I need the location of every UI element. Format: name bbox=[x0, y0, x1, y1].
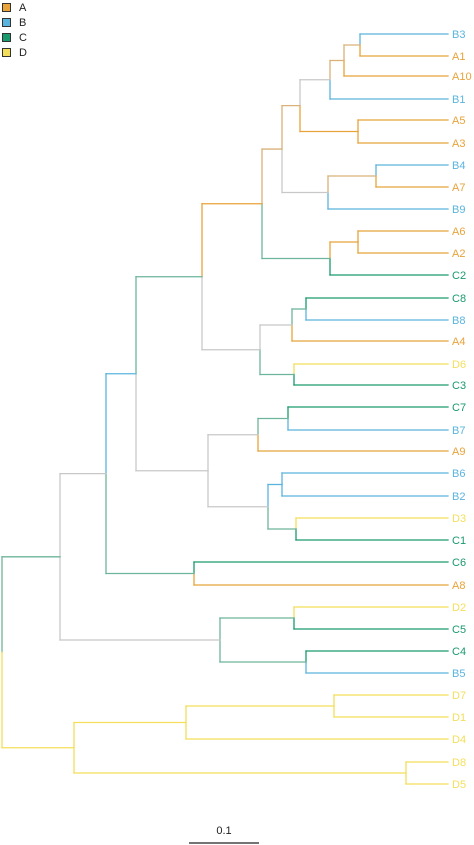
leaf-label-c6: C6 bbox=[452, 557, 466, 569]
legend-item-d: D bbox=[2, 45, 27, 60]
legend-label-b: B bbox=[19, 16, 27, 29]
leaf-label-c3: C3 bbox=[452, 380, 466, 392]
leaf-label-d3: D3 bbox=[452, 513, 466, 525]
leaf-label-c2: C2 bbox=[452, 270, 466, 282]
leaf-label-a1: A1 bbox=[452, 51, 465, 63]
leaf-label-b6: B6 bbox=[452, 468, 465, 480]
leaf-label-d8: D8 bbox=[452, 757, 466, 769]
leaf-label-c1: C1 bbox=[452, 535, 466, 547]
legend-label-d: D bbox=[19, 46, 27, 59]
leaf-label-c4: C4 bbox=[452, 646, 466, 658]
leaf-label-b5: B5 bbox=[452, 668, 465, 680]
leaf-label-a3: A3 bbox=[452, 138, 465, 150]
legend-swatch-d bbox=[2, 48, 11, 57]
leaf-label-a7: A7 bbox=[452, 182, 465, 194]
leaf-label-b4: B4 bbox=[452, 160, 465, 172]
leaf-label-d6: D6 bbox=[452, 359, 466, 371]
scale-bar-label: 0.1 bbox=[216, 825, 231, 837]
legend-item-b: B bbox=[2, 15, 27, 30]
legend-item-c: C bbox=[2, 30, 27, 45]
legend-label-a: A bbox=[19, 1, 27, 14]
leaf-label-c5: C5 bbox=[452, 624, 466, 636]
legend-label-c: C bbox=[19, 31, 27, 44]
legend: A B C D bbox=[2, 0, 27, 60]
leaf-label-b3: B3 bbox=[452, 29, 465, 41]
tree-branches bbox=[1, 33, 449, 785]
leaf-label-b9: B9 bbox=[452, 204, 465, 216]
scale-bar: 0.1 bbox=[189, 825, 259, 844]
legend-swatch-a bbox=[2, 3, 11, 12]
leaf-label-d7: D7 bbox=[452, 690, 466, 702]
leaf-label-d2: D2 bbox=[452, 602, 466, 614]
leaf-label-b1: B1 bbox=[452, 94, 465, 106]
leaf-label-b7: B7 bbox=[452, 425, 465, 437]
leaf-label-b8: B8 bbox=[452, 315, 465, 327]
leaf-labels: B3 A1 A10 B1 A5 A3 B4 A7 B9 A6 A2 C2 C8 B8 A4 D6 C3 C7 B7 A… bbox=[452, 29, 472, 791]
leaf-label-a10: A10 bbox=[452, 71, 472, 83]
leaf-label-a5: A5 bbox=[452, 115, 465, 127]
leaf-label-c7: C7 bbox=[452, 402, 466, 414]
legend-item-a: A bbox=[2, 0, 27, 15]
leaf-label-c8: C8 bbox=[452, 293, 466, 305]
legend-swatch-b bbox=[2, 18, 11, 27]
leaf-label-a9: A9 bbox=[452, 446, 465, 458]
leaf-label-a2: A2 bbox=[452, 248, 465, 260]
leaf-label-b2: B2 bbox=[452, 491, 465, 503]
leaf-label-a8: A8 bbox=[452, 580, 465, 592]
leaf-label-a4: A4 bbox=[452, 336, 465, 348]
leaf-label-a6: A6 bbox=[452, 226, 465, 238]
legend-swatch-c bbox=[2, 33, 11, 42]
leaf-label-d1: D1 bbox=[452, 712, 466, 724]
leaf-label-d4: D4 bbox=[452, 734, 466, 746]
leaf-label-d5: D5 bbox=[452, 779, 466, 791]
